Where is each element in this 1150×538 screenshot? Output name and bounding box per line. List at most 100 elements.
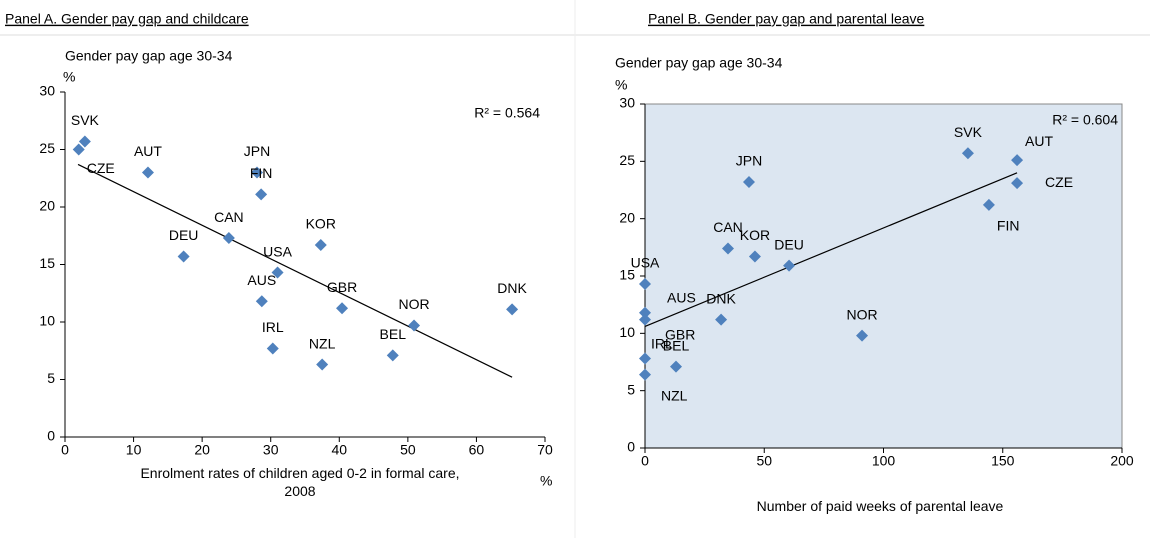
point-label: BEL <box>663 337 690 353</box>
y-axis-unit: % <box>615 77 627 93</box>
y-tick-label: 10 <box>39 313 55 329</box>
point-label: DEU <box>774 236 804 252</box>
point-label: IRL <box>262 319 284 335</box>
y-tick-label: 5 <box>47 370 55 386</box>
point-label: GBR <box>327 279 357 295</box>
point <box>336 302 349 315</box>
point <box>639 368 651 381</box>
point-label: KOR <box>306 216 336 232</box>
y-tick-label: 25 <box>619 152 635 168</box>
y-tick-label: 5 <box>627 381 635 397</box>
y-axis-label: Gender pay gap age 30-34 <box>615 55 783 71</box>
x-tick-label: 60 <box>469 442 485 458</box>
point <box>783 259 796 272</box>
point <box>314 238 327 251</box>
trend-line <box>77 163 513 378</box>
point-label: CZE <box>1045 174 1073 190</box>
point <box>255 295 268 308</box>
point-label: JPN <box>244 143 270 159</box>
point <box>266 342 279 355</box>
point-label: CAN <box>713 219 743 235</box>
point-label: NZL <box>661 387 688 403</box>
point <box>251 166 263 179</box>
point-label: NOR <box>398 296 429 312</box>
point <box>748 250 761 263</box>
x-axis-label: Enrolment rates of children aged 0-2 in … <box>140 465 460 499</box>
trend-line <box>644 172 1018 328</box>
point <box>506 303 519 316</box>
x-tick-label: 50 <box>400 442 416 458</box>
y-tick-label: 25 <box>39 140 55 156</box>
point-label: CZE <box>87 160 115 176</box>
point-label: NZL <box>309 335 336 351</box>
y-tick-label: 30 <box>39 83 55 99</box>
r-squared: R² = 0.564 <box>474 105 540 121</box>
x-tick-label: 30 <box>263 442 279 458</box>
x-tick-label: 0 <box>641 453 649 469</box>
point-label: DEU <box>169 227 199 243</box>
point <box>72 143 85 156</box>
point <box>961 147 974 160</box>
point <box>316 358 329 371</box>
point-label: IRL <box>651 335 673 351</box>
point-label: DNK <box>706 290 736 306</box>
point-label: AUT <box>1025 133 1053 149</box>
point-label: FIN <box>997 218 1020 234</box>
point <box>255 188 268 201</box>
r-squared: R² = 0.604 <box>1052 112 1118 128</box>
point <box>1011 177 1024 190</box>
point-label: JPN <box>736 153 762 169</box>
point <box>141 166 154 179</box>
point <box>408 319 421 332</box>
panel-title: Panel B. Gender pay gap and parental lea… <box>648 11 925 27</box>
y-tick-label: 30 <box>619 95 635 111</box>
point <box>271 266 284 279</box>
point-label: NOR <box>846 306 877 322</box>
x-axis-unit: % <box>540 473 552 489</box>
y-axis-unit: % <box>63 69 75 85</box>
x-tick-label: 20 <box>194 442 210 458</box>
x-axis-label: Number of paid weeks of parental leave <box>756 498 1004 514</box>
x-tick-label: 70 <box>537 442 553 458</box>
point-label: SVK <box>71 112 100 128</box>
point-label: KOR <box>740 227 770 243</box>
y-axis-label: Gender pay gap age 30-34 <box>65 48 233 64</box>
point <box>639 313 651 326</box>
point-label: AUS <box>667 289 696 305</box>
y-tick-label: 10 <box>619 324 635 340</box>
point-label: GBR <box>665 326 695 342</box>
point <box>177 250 190 263</box>
point-label: SVK <box>954 124 983 140</box>
point <box>386 349 399 362</box>
plot-area <box>65 92 545 437</box>
point <box>715 313 728 326</box>
point <box>639 278 651 291</box>
x-tick-label: 200 <box>1110 453 1134 469</box>
panel-title: Panel A. Gender pay gap and childcare <box>5 11 249 27</box>
y-tick-label: 20 <box>39 198 55 214</box>
x-tick-label: 0 <box>61 442 69 458</box>
y-tick-label: 0 <box>47 428 55 444</box>
point <box>222 232 235 245</box>
y-tick-label: 20 <box>619 209 635 225</box>
point <box>78 135 91 148</box>
point <box>742 175 755 188</box>
point-label: BEL <box>380 326 407 342</box>
point <box>721 242 734 255</box>
point <box>670 360 683 373</box>
x-tick-label: 40 <box>331 442 347 458</box>
point-label: FIN <box>250 165 273 181</box>
point <box>639 352 651 365</box>
y-tick-label: 0 <box>627 439 635 455</box>
point-label: USA <box>631 255 660 271</box>
x-tick-label: 50 <box>756 453 772 469</box>
x-tick-label: 100 <box>872 453 896 469</box>
point <box>1011 154 1024 167</box>
point-label: DNK <box>497 280 527 296</box>
y-tick-label: 15 <box>619 267 635 283</box>
point-label: AUT <box>134 143 162 159</box>
point-label: CAN <box>214 209 244 225</box>
point <box>856 329 869 342</box>
